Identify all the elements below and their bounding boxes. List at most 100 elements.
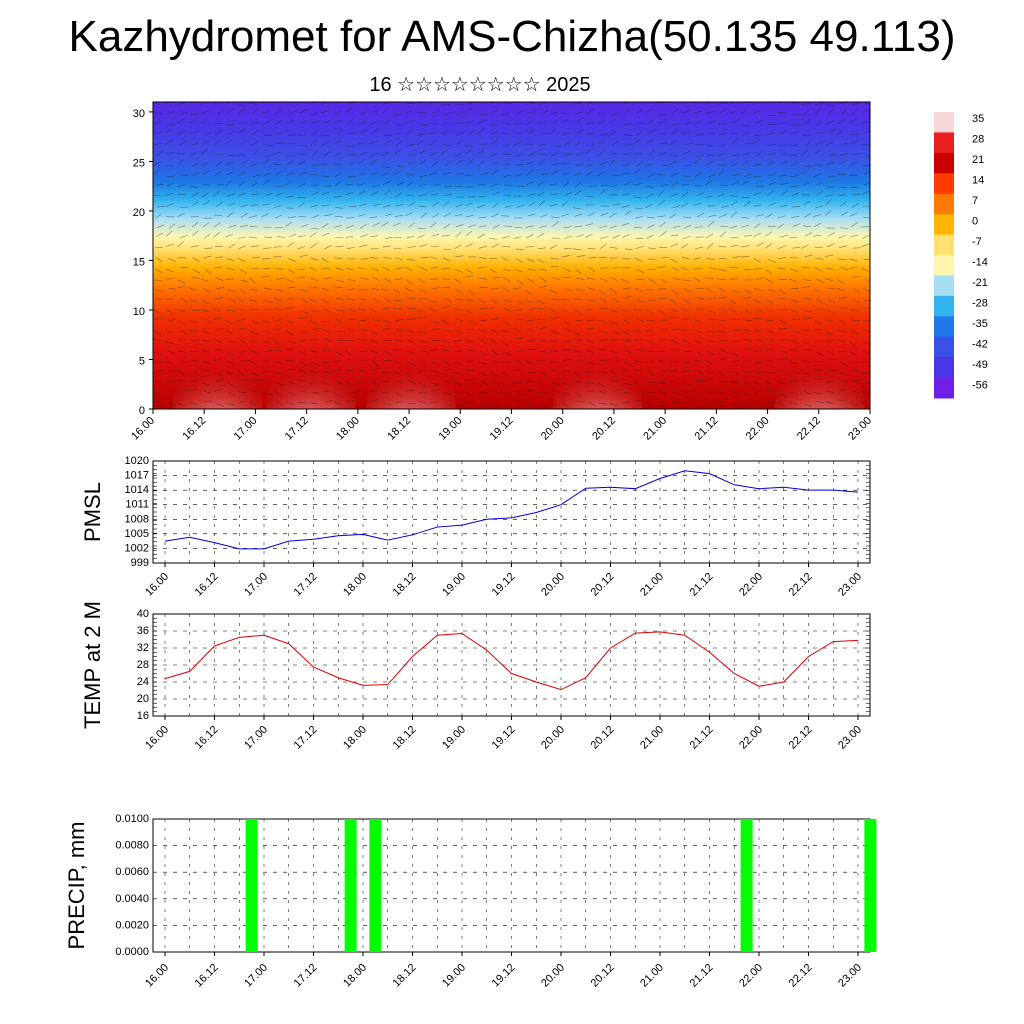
barb bbox=[550, 170, 559, 175]
barb bbox=[575, 164, 584, 166]
barb bbox=[528, 152, 536, 157]
barb bbox=[203, 200, 211, 206]
barb bbox=[609, 194, 618, 196]
barb bbox=[405, 279, 413, 285]
barb bbox=[756, 309, 764, 314]
barb bbox=[274, 390, 282, 396]
barb bbox=[346, 247, 355, 249]
barb bbox=[647, 173, 656, 178]
barb bbox=[334, 287, 343, 289]
barb bbox=[454, 152, 463, 157]
barb bbox=[204, 318, 212, 324]
barb bbox=[177, 225, 186, 229]
barb bbox=[707, 110, 716, 114]
barb bbox=[744, 348, 753, 350]
barb bbox=[681, 191, 689, 198]
barb bbox=[274, 297, 282, 302]
barb bbox=[538, 143, 547, 146]
barb bbox=[623, 123, 632, 126]
barb bbox=[504, 351, 512, 357]
barb bbox=[862, 216, 870, 219]
barb bbox=[443, 392, 451, 396]
y-tick-label: 1002 bbox=[125, 542, 149, 554]
barb bbox=[768, 144, 777, 146]
colorbar-swatch bbox=[934, 214, 954, 236]
colorbar-swatch bbox=[934, 377, 954, 399]
barb bbox=[286, 195, 295, 198]
barb bbox=[454, 328, 462, 335]
barb bbox=[612, 361, 621, 363]
barb bbox=[658, 152, 667, 155]
barb bbox=[694, 171, 702, 177]
barb bbox=[250, 141, 259, 146]
barb bbox=[360, 350, 369, 352]
barb bbox=[456, 139, 463, 145]
barb bbox=[731, 102, 736, 105]
barb bbox=[720, 349, 728, 354]
barb bbox=[444, 111, 453, 116]
barb bbox=[635, 288, 643, 292]
barb bbox=[597, 382, 605, 388]
barb bbox=[321, 287, 330, 292]
barb bbox=[814, 320, 823, 325]
barb bbox=[406, 181, 413, 188]
barb bbox=[718, 164, 727, 166]
barb bbox=[465, 309, 473, 315]
barb bbox=[454, 381, 462, 386]
x-tick-label: 16.00 bbox=[143, 571, 171, 599]
barb bbox=[273, 151, 282, 155]
barb bbox=[526, 234, 534, 239]
barb bbox=[623, 361, 632, 365]
barb bbox=[790, 268, 798, 272]
barb bbox=[394, 133, 403, 135]
barb bbox=[609, 339, 618, 341]
barb bbox=[240, 160, 248, 165]
barb bbox=[791, 340, 800, 344]
barb bbox=[729, 308, 737, 313]
barb bbox=[705, 287, 713, 292]
barb bbox=[790, 391, 799, 395]
barb bbox=[465, 107, 472, 114]
x-tick-label: 16.12 bbox=[193, 571, 221, 599]
barb bbox=[334, 140, 342, 145]
barb bbox=[168, 257, 176, 263]
barb bbox=[191, 277, 200, 279]
barb bbox=[551, 390, 560, 393]
y-tick-label: 1011 bbox=[125, 499, 149, 511]
barb bbox=[238, 391, 247, 394]
barb bbox=[381, 172, 389, 177]
barb bbox=[670, 308, 678, 313]
barb bbox=[249, 299, 258, 302]
barb bbox=[862, 234, 870, 240]
y-tick-label: 0 bbox=[139, 405, 145, 417]
barb bbox=[753, 390, 762, 393]
barb bbox=[718, 143, 727, 147]
barb bbox=[611, 140, 619, 146]
x-tick-label: 16.00 bbox=[143, 962, 171, 990]
y-tick-label: 0.0020 bbox=[115, 919, 149, 931]
barb bbox=[609, 321, 618, 325]
barb bbox=[384, 297, 391, 304]
barb bbox=[791, 216, 800, 218]
barb bbox=[492, 390, 501, 393]
barb bbox=[525, 225, 534, 228]
barb bbox=[286, 160, 295, 166]
barb bbox=[334, 119, 342, 123]
barb bbox=[708, 120, 716, 124]
barb bbox=[658, 391, 667, 394]
barb bbox=[717, 123, 726, 125]
barb bbox=[323, 150, 331, 157]
barb bbox=[324, 277, 333, 280]
y-tick-label: 1008 bbox=[125, 513, 149, 525]
colorbar-label: 21 bbox=[972, 154, 984, 166]
barb bbox=[369, 399, 378, 402]
barb bbox=[720, 307, 728, 313]
barb bbox=[287, 134, 296, 136]
barb bbox=[395, 328, 404, 332]
barb bbox=[501, 341, 509, 347]
barb bbox=[213, 338, 222, 343]
barb bbox=[753, 110, 761, 114]
barb bbox=[671, 267, 680, 272]
barb bbox=[766, 132, 775, 136]
barb bbox=[212, 307, 221, 312]
